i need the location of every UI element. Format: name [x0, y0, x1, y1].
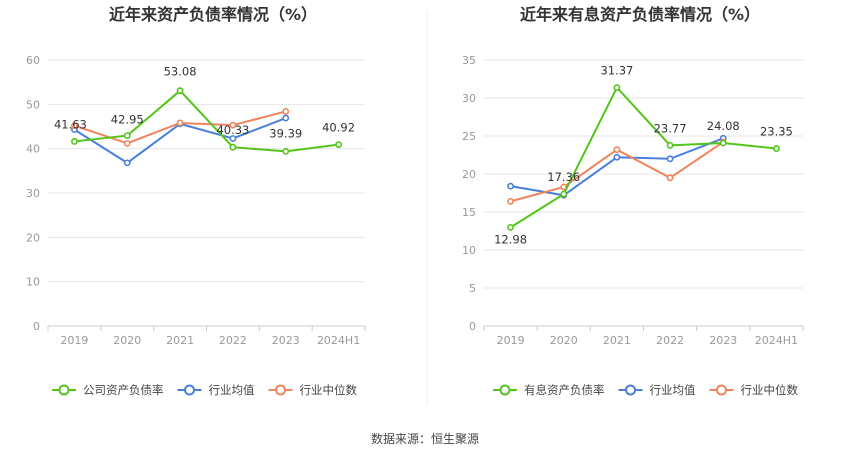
- legend-item-median[interactable]: 行业中位数: [268, 383, 358, 397]
- data-point-avg: [507, 182, 514, 190]
- data-point-company: [176, 87, 184, 95]
- x-tick-label: 2021: [603, 334, 631, 347]
- data-point-avg: [282, 114, 290, 122]
- data-point-median: [666, 174, 674, 182]
- legend-item-company[interactable]: 公司资产负债率: [52, 383, 164, 397]
- data-point-company: [560, 190, 568, 198]
- data-label: 40.33: [216, 123, 249, 137]
- y-tick-label: 35: [462, 54, 476, 67]
- x-tick-label: 2020: [550, 334, 578, 347]
- legend-marker-company: [499, 384, 511, 396]
- data-point-company: [282, 147, 290, 155]
- legend-marker-avg: [625, 384, 636, 396]
- data-label: 42.95: [111, 113, 144, 127]
- data-point-median: [507, 197, 514, 205]
- x-tick-label: 2019: [497, 334, 525, 347]
- legend-label-company: 有息资产负债率: [524, 383, 605, 397]
- legend-label-median: 行业中位数: [300, 383, 358, 397]
- y-tick-label: 20: [462, 168, 476, 181]
- y-tick-label: 25: [462, 130, 476, 143]
- data-point-avg: [123, 159, 131, 167]
- left-chart-title: 近年来资产负债率情况（%）: [109, 5, 317, 24]
- legend-marker-avg: [184, 384, 195, 396]
- data-label: 12.98: [494, 232, 527, 246]
- data-point-median: [282, 108, 290, 115]
- data-label: 17.36: [547, 170, 580, 184]
- legend-marker-company: [58, 384, 70, 396]
- y-tick-label: 60: [26, 54, 40, 67]
- x-tick-label: 2021: [166, 334, 194, 347]
- y-tick-label: 15: [462, 206, 476, 219]
- x-tick-label: 2022: [219, 334, 247, 347]
- data-point-company: [507, 223, 514, 231]
- data-point-company: [71, 138, 78, 145]
- y-tick-label: 30: [26, 187, 40, 200]
- left-chart-debt-ratio: 近年来资产负债率情况（%） 0 10 20 30 40 50 60 2019 2020 2021 2…: [26, 5, 366, 397]
- right-chart-interest-bearing-debt-ratio: 近年来有息资产负债率情况（%） 0 5 10 15 20 25 30 35 2019 2020 20…: [462, 5, 804, 397]
- data-point-median: [176, 119, 184, 127]
- x-tick-label: 2023: [709, 334, 737, 347]
- data-point-company: [719, 139, 727, 147]
- x-tick-label: 2020: [113, 334, 141, 347]
- data-point-company: [666, 141, 674, 149]
- right-chart-title: 近年来有息资产负债率情况（%）: [520, 5, 760, 24]
- data-label: 23.35: [760, 125, 793, 139]
- data-point-company: [335, 141, 342, 148]
- data-point-avg: [613, 153, 621, 161]
- data-label: 23.77: [654, 121, 687, 135]
- data-label: 40.92: [322, 121, 355, 135]
- legend-label-avg: 行业均值: [209, 383, 255, 397]
- x-tick-label: 2024H1: [317, 334, 360, 347]
- data-point-company: [229, 143, 237, 151]
- x-tick-label: 2023: [272, 334, 300, 347]
- legend-marker-median: [716, 384, 727, 396]
- legend-label-avg: 行业均值: [650, 383, 696, 397]
- data-point-median: [71, 122, 78, 130]
- y-tick-label: 5: [469, 282, 476, 295]
- data-point-median: [613, 146, 621, 154]
- y-tick-label: 0: [33, 320, 40, 333]
- data-point-median: [229, 121, 237, 129]
- y-tick-label: 40: [26, 143, 40, 156]
- data-point-company: [613, 84, 621, 91]
- x-tick-label: 2024H1: [755, 334, 798, 347]
- data-point-avg: [229, 135, 237, 142]
- data-label: 53.08: [164, 65, 197, 79]
- legend-label-median: 行业中位数: [741, 383, 799, 397]
- data-point-median: [123, 139, 131, 147]
- legend-item-company[interactable]: 有息资产负债率: [493, 383, 605, 397]
- y-tick-label: 10: [26, 276, 40, 289]
- y-tick-label: 50: [26, 98, 40, 111]
- y-tick-label: 30: [462, 92, 476, 105]
- legend-item-avg[interactable]: 行业均值: [618, 383, 696, 397]
- x-tick-label: 2022: [656, 334, 684, 347]
- data-label: 31.37: [600, 64, 633, 78]
- series-line-company: [510, 85, 777, 229]
- data-point-avg: [666, 155, 674, 163]
- data-source-note: 数据来源：恒生聚源: [371, 431, 479, 446]
- y-tick-label: 20: [26, 231, 40, 244]
- x-tick-label: 2019: [60, 334, 88, 347]
- data-label: 39.39: [269, 126, 302, 140]
- legend-label-company: 公司资产负债率: [83, 383, 164, 397]
- legend-item-median[interactable]: 行业中位数: [709, 383, 799, 397]
- data-label: 24.08: [707, 119, 740, 133]
- data-point-company: [123, 132, 131, 139]
- series-line-company: [74, 89, 339, 153]
- data-label: 41.63: [54, 117, 87, 131]
- legend-marker-median: [275, 384, 286, 396]
- y-tick-label: 0: [469, 320, 476, 333]
- legend-item-avg[interactable]: 行业均值: [177, 383, 255, 397]
- y-tick-label: 10: [462, 244, 476, 257]
- data-point-company: [773, 145, 780, 152]
